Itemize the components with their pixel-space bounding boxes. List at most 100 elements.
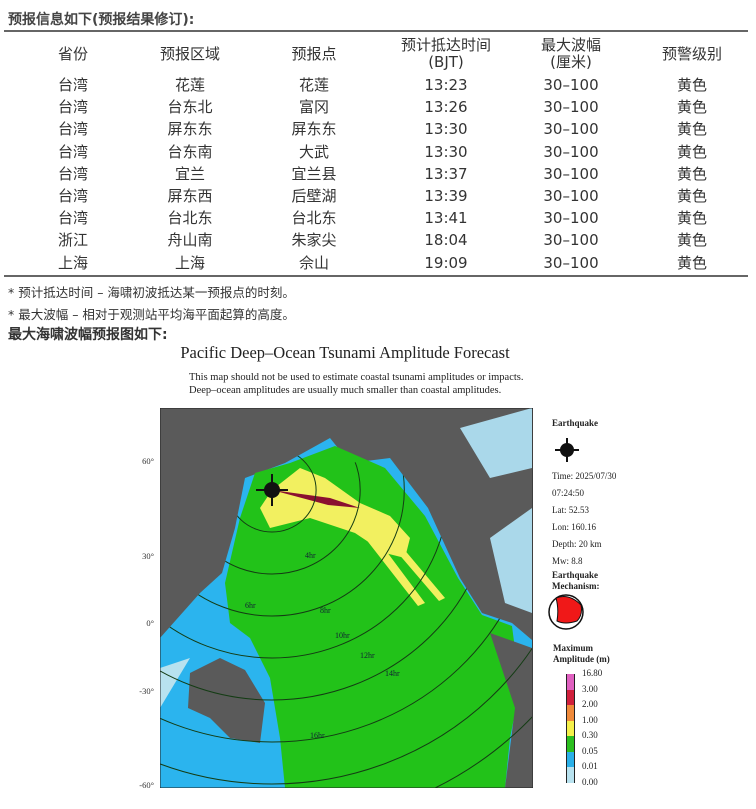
legend-title: Maximum Amplitude (m) <box>553 643 610 664</box>
table-row: 上海 上海 佘山 19:09 30–100 黄色 <box>8 252 748 274</box>
colorbar-segment <box>566 736 575 752</box>
column-header: 预警级别 <box>636 34 748 74</box>
contour-label: 10hr <box>335 631 350 640</box>
lat-label: -60° <box>139 780 154 790</box>
table-cell: 30–100 <box>543 142 599 161</box>
table-cell: 30–100 <box>543 187 599 206</box>
amplitude-plume <box>260 468 410 558</box>
table-cell: 30–100 <box>543 164 599 183</box>
column-header: 预计抵达时间 (BJT) <box>386 34 506 74</box>
table-cell: 30–100 <box>543 98 599 117</box>
table-cell: 屏东东 <box>167 120 213 139</box>
table-cell: 屏东西 <box>167 187 213 206</box>
eq-depth: Depth: 20 km <box>552 539 602 549</box>
lat-label: 30° <box>142 551 154 561</box>
tsunami-amplitude-map: 4hr 6hr 8hr 10hr 12hr 14hr 16hr <box>160 408 533 788</box>
contour-label: 4hr <box>305 551 316 560</box>
table-cell: 上海 <box>57 253 88 272</box>
table-cell: 台东北 <box>167 98 213 117</box>
table-cell: 13:23 <box>424 76 468 95</box>
column-header-text: 最大波幅 <box>540 36 601 54</box>
table-cell: 花莲 <box>174 76 205 95</box>
map-subtitle-2: Deep–ocean amplitudes are usually much s… <box>189 385 502 396</box>
colorbar-tick-label: 3.00 <box>582 683 598 694</box>
column-header-text: (BJT) <box>428 53 464 71</box>
atlantic-ocean <box>460 408 532 613</box>
lat-label: 60° <box>142 456 154 466</box>
eq-magnitude: Mw: 8.8 <box>552 556 583 566</box>
table-cell: 台湾 <box>57 209 88 228</box>
table-cell: 台北东 <box>291 209 337 228</box>
table-cell: 宜兰县 <box>291 164 337 183</box>
colorbar-segment <box>566 705 575 721</box>
eq-lon: Lon: 160.16 <box>552 522 596 532</box>
shallow-sea <box>160 658 190 708</box>
table-cell: 黄色 <box>676 164 707 183</box>
column-header: 预报区域 <box>138 34 242 74</box>
table-cell: 黄色 <box>676 187 707 206</box>
contour-label: 8hr <box>320 606 331 615</box>
table-cell: 黄色 <box>676 120 707 139</box>
contour-label: 16hr <box>310 731 325 740</box>
contour-label: 12hr <box>360 651 375 660</box>
map-title: Pacific Deep–Ocean Tsunami Amplitude For… <box>180 343 510 362</box>
colorbar-tick-label: 16.80 <box>582 668 603 678</box>
max-amplitude-streak <box>272 490 360 508</box>
column-header-text: 预警级别 <box>661 44 722 63</box>
table-row: 台湾 台东北 富冈 13:26 30–100 黄色 <box>8 96 748 118</box>
amplitude-streak <box>365 535 445 606</box>
table-cell: 宜兰 <box>174 164 205 183</box>
table-row: 台湾 花莲 花莲 13:23 30–100 黄色 <box>8 74 748 96</box>
colorbar-segment <box>566 674 575 690</box>
table-cell: 黄色 <box>676 209 707 228</box>
colorbar-tick-label: 0.01 <box>582 761 598 771</box>
divider <box>4 30 748 32</box>
table-cell: 台湾 <box>57 120 88 139</box>
table-cell: 黄色 <box>676 231 707 250</box>
column-header-text: 预报点 <box>291 44 337 63</box>
column-header-text: 预计抵达时间 <box>400 36 491 54</box>
colorbar-tick-label: 0.05 <box>582 745 598 756</box>
colorbar-segment <box>566 720 575 736</box>
table-cell: 30–100 <box>543 76 599 95</box>
table-cell: 台东南 <box>167 142 213 161</box>
table-cell: 富冈 <box>298 98 329 117</box>
table-cell: 30–100 <box>543 120 599 139</box>
table-cell: 13:30 <box>424 142 468 161</box>
column-header-text: (厘米) <box>550 53 592 71</box>
table-row: 台湾 屏东西 后壁湖 13:39 30–100 黄色 <box>8 185 748 207</box>
table-row: 台湾 台北东 台北东 13:41 30–100 黄色 <box>8 207 748 229</box>
table-cell: 13:41 <box>424 209 468 228</box>
note-max-amplitude: * 最大波幅 – 相对于观测站平均海平面起算的高度。 <box>8 307 295 322</box>
table-cell: 大武 <box>298 142 329 161</box>
map-heading: 最大海啸波幅预报图如下: <box>8 327 168 343</box>
table-cell: 舟山南 <box>167 231 213 250</box>
table-cell: 黄色 <box>676 76 707 95</box>
epicenter-icon <box>256 474 288 506</box>
table-cell: 朱家尖 <box>291 231 337 250</box>
divider <box>4 275 748 277</box>
australia <box>188 658 265 743</box>
table-cell: 台湾 <box>57 142 88 161</box>
map-subtitle-1: This map should not be used to estimate … <box>189 372 524 383</box>
contour-label: 6hr <box>245 601 256 610</box>
note-arrival-time: * 预计抵达时间 – 海啸初波抵达某一预报点的时刻。 <box>8 285 295 300</box>
table-cell: 30–100 <box>543 253 599 272</box>
focal-mechanism-beachball-icon <box>548 594 584 630</box>
ocean-mid-amplitude <box>225 446 520 788</box>
table-cell: 浙江 <box>57 231 88 250</box>
earthquake-label: Earthquake <box>552 418 599 428</box>
table-row: 台湾 宜兰 宜兰县 13:37 30–100 黄色 <box>8 163 748 185</box>
colorbar-tick-label: 0.00 <box>582 776 598 787</box>
table-cell: 台湾 <box>57 187 88 206</box>
table-cell: 花莲 <box>298 76 329 95</box>
table-cell: 18:04 <box>424 231 468 250</box>
table-cell: 30–100 <box>543 231 599 250</box>
forecast-table: 省份 预报区域 预报点 预计抵达时间 (BJT) 最大波幅 (厘米) 预警级别 台湾 花莲 花莲 1… <box>8 34 748 274</box>
eq-time: Time: 2025/07/30 <box>552 471 617 481</box>
table-row: 浙江 舟山南 朱家尖 18:04 30–100 黄色 <box>8 229 748 251</box>
table-cell: 佘山 <box>298 253 329 272</box>
table-cell: 屏东东 <box>291 120 337 139</box>
column-header: 最大波幅 (厘米) <box>506 34 636 74</box>
table-cell: 台北东 <box>167 209 213 228</box>
